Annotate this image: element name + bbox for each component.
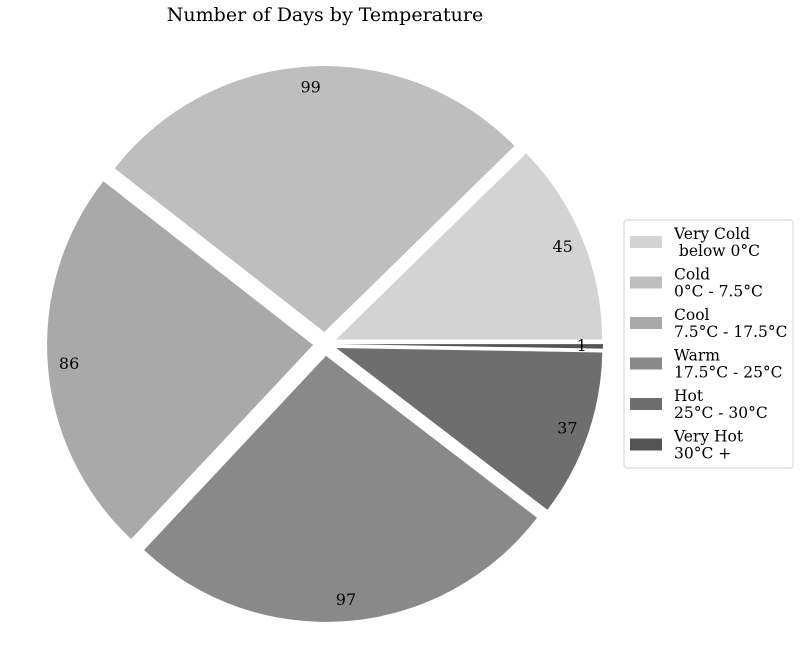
legend-entry-label: Cold 0°C - 7.5°C [674,266,763,301]
pie-slice [336,344,603,349]
slice-value-label: 37 [557,419,577,438]
legend-entry-label: Warm 17.5°C - 25°C [674,347,783,382]
legend-entry-label: Cool 7.5°C - 17.5°C [674,306,787,341]
legend: Very Cold below 0°C Cold 0°C - 7.5°C Cool 7.… [623,219,794,469]
pie-slices [47,66,603,622]
slice-value-label: 1 [577,336,587,355]
slice-value-label: 97 [336,590,356,609]
slice-value-label: 99 [300,78,320,97]
pie-slice [336,153,603,340]
legend-swatch [630,317,662,329]
legend-entry-label: Hot 25°C - 30°C [674,387,768,422]
slice-value-label: 45 [552,237,572,256]
pie-data-labels: 45 99 86 97 37 1 [59,78,587,609]
legend-entry-label: Very Hot 30°C + [673,428,744,463]
slice-value-label: 86 [59,354,79,373]
pie-slice [114,66,515,333]
legend-swatch [630,357,662,370]
legend-swatch [630,398,662,410]
legend-box [623,219,794,469]
legend-entry-label: Very Cold below 0°C [673,225,760,260]
pie-slice [47,181,314,539]
pie-slice [336,347,603,510]
legend-swatch [630,236,662,248]
legend-swatch [630,276,662,289]
pie-slice [144,355,538,622]
chart-title: Number of Days by Temperature [167,4,483,26]
legend-swatch [630,438,662,451]
